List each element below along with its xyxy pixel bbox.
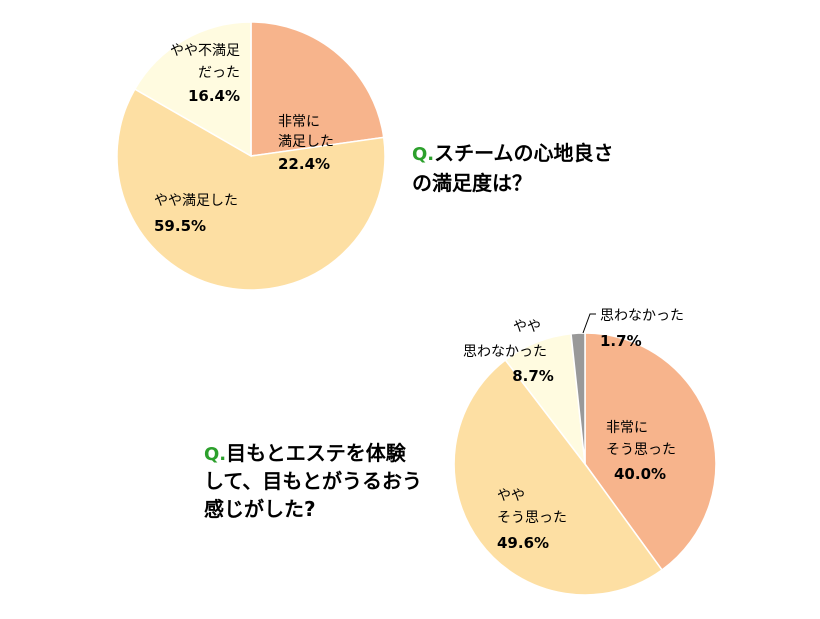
slice-label-line: やや [513, 319, 541, 335]
slice-percent: 40.0% [614, 465, 666, 483]
question-1: Q.スチームの心地良さ の満足度は？ [412, 141, 614, 195]
slice-label-line: だった [198, 65, 240, 81]
pie-slice-somewhat-dissatisfied [133, 21, 252, 158]
pie-chart-1: 非常に 満足した 22.4% やや満足した 59.5% やや不満足 だった 16… [116, 21, 614, 291]
slice-label-disagree: 思わなかった 1.7% [600, 308, 684, 350]
slice-label-line: 思わなかった [600, 308, 684, 324]
slice-label-line: 非常に [278, 114, 320, 130]
slice-label-strongly-agree: 非常に そう思った 40.0% [606, 420, 676, 483]
pie-chart-2: 非常に そう思った 40.0% やや そう思った 49.6% やや 思わなかった… [204, 308, 717, 596]
question-line: Q.スチームの心地良さ [412, 141, 614, 165]
question-mark: Q. [412, 144, 434, 165]
pie-slice-strongly-agree [584, 332, 717, 572]
slice-percent: 1.7% [600, 332, 642, 350]
question-line: 感じがした? [204, 497, 316, 521]
slice-percent: 59.5% [154, 217, 206, 235]
question-mark: Q. [204, 444, 226, 465]
question-text: スチームの心地良さ [434, 141, 613, 165]
slice-label-line: 満足した [278, 134, 334, 150]
pie-slice-very-satisfied [250, 21, 385, 157]
question-line: の満足度は？ [412, 171, 532, 195]
slice-label-somewhat-dissatisfied: やや不満足 だった 16.4% [170, 43, 240, 105]
pie-slice-somewhat-satisfied [116, 88, 386, 291]
slice-label-somewhat-disagree: やや 思わなかった 8.7% [463, 319, 554, 385]
slice-percent: 8.7% [512, 367, 554, 385]
slice-percent: 49.6% [497, 534, 549, 552]
slice-label-line: そう思った [497, 510, 567, 526]
slice-label-line: やや [497, 488, 525, 504]
pie-slice-somewhat-agree [453, 358, 664, 596]
leader-line [582, 313, 596, 334]
question-line: Q.目もとエステを体験 [204, 441, 407, 465]
slice-label-somewhat-agree: やや そう思った 49.6% [497, 488, 567, 552]
slice-label-somewhat-satisfied: やや満足した 59.5% [154, 193, 238, 235]
slice-label-line: 非常に [606, 420, 648, 436]
question-line: して、目もとがうるおう [204, 469, 422, 493]
slice-percent: 16.4% [188, 87, 240, 105]
question-2: Q.目もとエステを体験 して、目もとがうるおう 感じがした? [204, 441, 422, 521]
slice-label-line: やや不満足 [170, 43, 240, 59]
slice-label-line: やや満足した [154, 193, 238, 209]
slice-percent: 22.4% [278, 155, 330, 173]
question-text: 目もとエステを体験 [226, 441, 407, 465]
slice-label-line: そう思った [606, 442, 676, 458]
pie-slice-disagree [570, 332, 586, 465]
slice-label-line: 思わなかった [463, 344, 547, 360]
slice-label-very-satisfied: 非常に 満足した 22.4% [278, 114, 334, 173]
